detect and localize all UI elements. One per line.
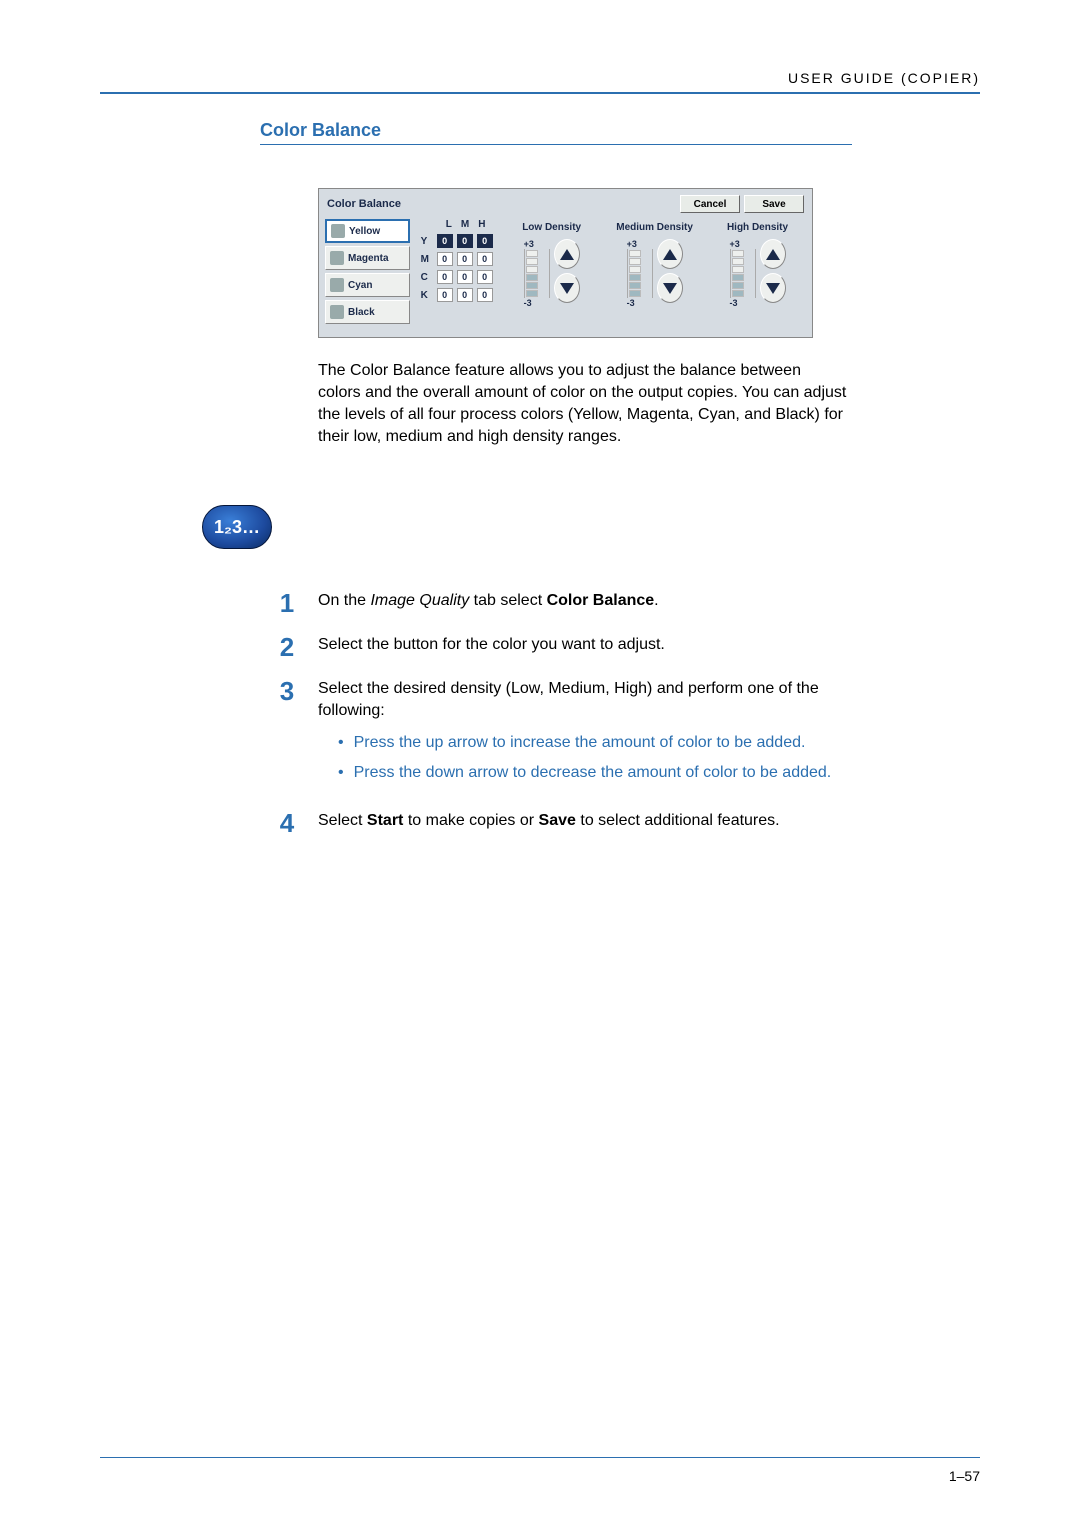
- step-list: 1 On the Image Quality tab select Color …: [272, 590, 868, 854]
- step-3-bullet-1: •Press the up arrow to increase the amou…: [338, 732, 868, 754]
- up-arrow-button[interactable]: [760, 239, 786, 269]
- save-button[interactable]: Save: [744, 195, 804, 213]
- up-arrow-icon: [663, 249, 677, 260]
- up-arrow-icon: [560, 249, 574, 260]
- step-2: 2 Select the button for the color you wa…: [272, 634, 868, 660]
- matrix-cell: 0: [457, 252, 473, 266]
- matrix-col-M: M: [461, 219, 469, 230]
- page-number: 1–57: [949, 1468, 980, 1484]
- step-number: 1: [272, 590, 302, 616]
- color-tab-magenta[interactable]: Magenta: [325, 246, 410, 270]
- density-header: Medium Density: [616, 219, 693, 235]
- paint-icon: [330, 251, 344, 265]
- down-arrow-icon: [766, 283, 780, 294]
- step-3-bullet-2: •Press the down arrow to decrease the am…: [338, 762, 868, 784]
- color-tab-label: Magenta: [348, 253, 389, 264]
- down-arrow-icon: [663, 283, 677, 294]
- density-header: High Density: [727, 219, 788, 235]
- step-1: 1 On the Image Quality tab select Color …: [272, 590, 868, 616]
- scale-bot: -3: [730, 298, 756, 308]
- steps-badge: 1₂3…: [202, 505, 272, 549]
- row-label-M: M: [421, 254, 433, 265]
- section-title: Color Balance: [260, 120, 381, 141]
- bullet-icon: •: [338, 762, 344, 784]
- panel-titlebar: Color Balance Cancel Save: [325, 195, 806, 213]
- low-density-column: Low Density +3 0 -3: [503, 219, 600, 324]
- color-balance-panel: Color Balance Cancel Save Yellow Magenta…: [318, 188, 813, 338]
- color-tab-black[interactable]: Black: [325, 300, 410, 324]
- step-3: 3 Select the desired density (Low, Mediu…: [272, 678, 868, 792]
- step-number: 4: [272, 810, 302, 836]
- paint-icon: [330, 305, 344, 319]
- row-label-K: K: [421, 290, 433, 301]
- step-text: On the Image Quality tab select Color Ba…: [318, 590, 868, 612]
- matrix-cell: 0: [437, 270, 453, 284]
- down-arrow-button[interactable]: [554, 273, 580, 303]
- color-tab-label: Black: [348, 307, 375, 318]
- step-text: Select Start to make copies or Save to s…: [318, 810, 868, 832]
- up-arrow-button[interactable]: [554, 239, 580, 269]
- matrix-cell: 0: [437, 234, 453, 248]
- matrix-cell: 0: [477, 252, 493, 266]
- section-underline: [260, 144, 852, 145]
- panel-title: Color Balance: [327, 198, 401, 210]
- step-number: 3: [272, 678, 302, 704]
- color-tab-yellow[interactable]: Yellow: [325, 219, 410, 243]
- color-tab-label: Yellow: [349, 226, 380, 237]
- matrix-cell: 0: [437, 252, 453, 266]
- step-number: 2: [272, 634, 302, 660]
- density-bar: [730, 249, 756, 298]
- density-bar: [524, 249, 550, 298]
- matrix-cell: 0: [477, 234, 493, 248]
- down-arrow-button[interactable]: [657, 273, 683, 303]
- scale-top: +3: [524, 239, 550, 249]
- color-tab-cyan[interactable]: Cyan: [325, 273, 410, 297]
- matrix-cell: 0: [457, 234, 473, 248]
- down-arrow-icon: [560, 283, 574, 294]
- step-4: 4 Select Start to make copies or Save to…: [272, 810, 868, 836]
- matrix-cell: 0: [477, 288, 493, 302]
- value-matrix: L M H Y000 M000 C000 K000: [416, 219, 497, 324]
- medium-density-column: Medium Density +3 -3: [606, 219, 703, 324]
- header-divider: [100, 92, 980, 94]
- density-header: Low Density: [522, 219, 581, 235]
- up-arrow-icon: [766, 249, 780, 260]
- matrix-cell: 0: [457, 288, 473, 302]
- step-text: Select the desired density (Low, Medium,…: [318, 678, 868, 792]
- footer-divider: [100, 1457, 980, 1458]
- feature-description: The Color Balance feature allows you to …: [318, 360, 848, 448]
- step-text: Select the button for the color you want…: [318, 634, 868, 656]
- color-tab-label: Cyan: [348, 280, 372, 291]
- paint-icon: [330, 278, 344, 292]
- up-arrow-button[interactable]: [657, 239, 683, 269]
- header-guide: USER GUIDE (COPIER): [788, 70, 980, 86]
- down-arrow-button[interactable]: [760, 273, 786, 303]
- scale-top: +3: [627, 239, 653, 249]
- matrix-cell: 0: [477, 270, 493, 284]
- matrix-col-H: H: [478, 219, 485, 230]
- matrix-col-L: L: [446, 219, 452, 230]
- matrix-cell: 0: [437, 288, 453, 302]
- scale-bot: -3: [524, 298, 550, 308]
- scale-bot: -3: [627, 298, 653, 308]
- high-density-column: High Density +3 -3: [709, 219, 806, 324]
- cancel-button[interactable]: Cancel: [680, 195, 740, 213]
- paint-icon: [331, 224, 345, 238]
- matrix-cell: 0: [457, 270, 473, 284]
- bullet-icon: •: [338, 732, 344, 754]
- density-bar: [627, 249, 653, 298]
- color-tabs: Yellow Magenta Cyan Black: [325, 219, 410, 324]
- scale-top: +3: [730, 239, 756, 249]
- row-label-C: C: [421, 272, 433, 283]
- row-label-Y: Y: [421, 236, 433, 247]
